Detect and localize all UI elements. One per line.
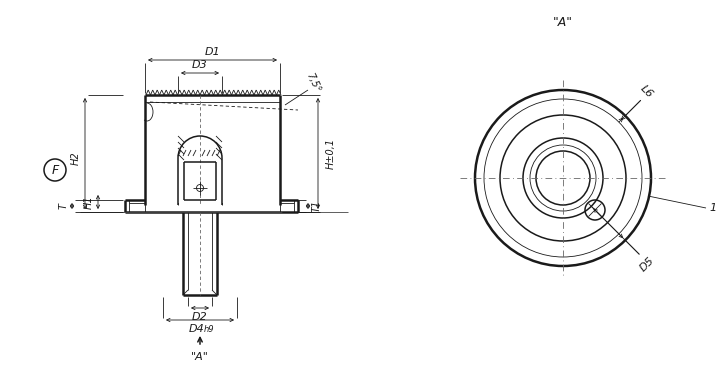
Text: 7,5°: 7,5° [304,72,322,94]
Text: D3: D3 [192,60,208,70]
Text: D5: D5 [638,255,656,273]
Text: T1: T1 [312,200,322,212]
Text: L6: L6 [639,84,655,100]
Text: 1: 1 [710,203,717,213]
Text: D1: D1 [204,47,220,57]
Text: D2: D2 [192,312,208,322]
Text: "A": "A" [191,352,209,362]
Text: T: T [59,203,69,209]
Text: F: F [52,163,59,176]
Text: "A": "A" [553,15,573,29]
Text: h9: h9 [204,325,214,334]
Text: H2: H2 [71,152,81,165]
Text: H±0,1: H±0,1 [326,138,336,169]
Text: H1: H1 [84,195,94,209]
Text: D4: D4 [189,324,205,334]
